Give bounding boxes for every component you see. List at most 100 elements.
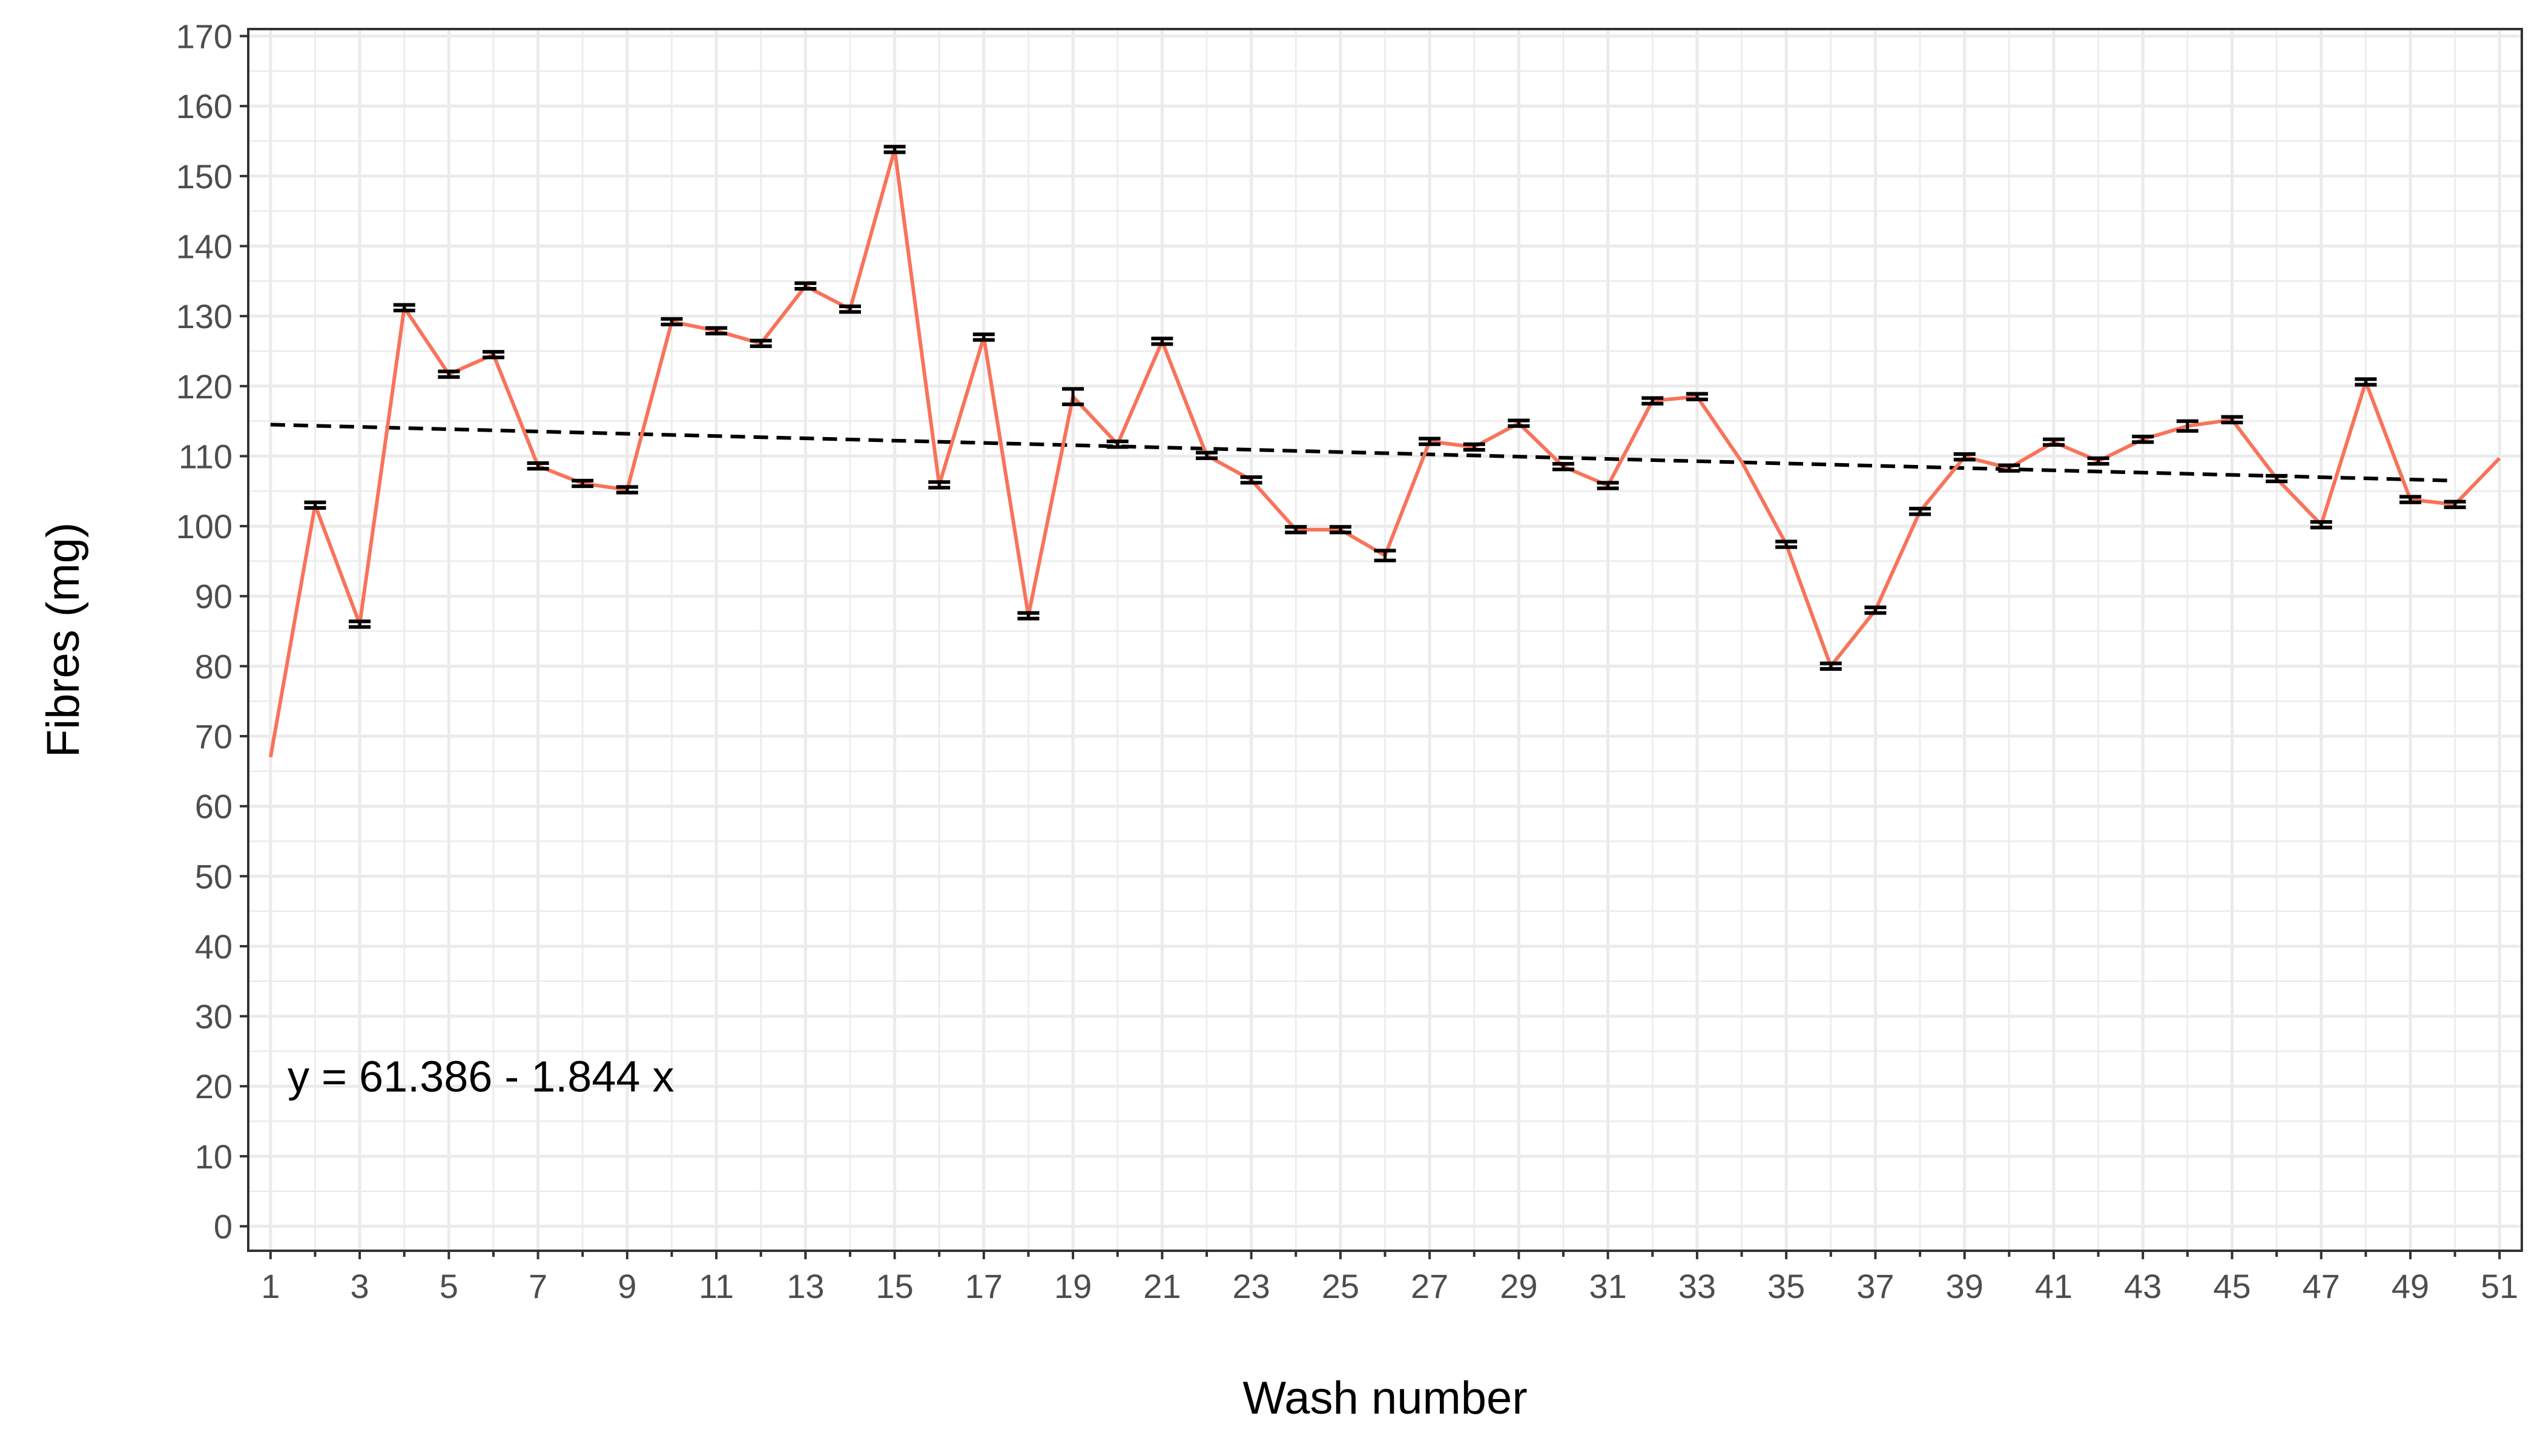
error-bar	[794, 281, 817, 291]
x-tick-label: 23	[1232, 1267, 1270, 1305]
error-bar	[1106, 440, 1129, 449]
y-tick-label: 130	[176, 297, 233, 335]
error-bar	[482, 350, 504, 360]
error-bar	[1240, 475, 1262, 485]
error-bar	[661, 317, 683, 327]
error-bar	[2355, 377, 2377, 387]
x-tick-label: 31	[1589, 1267, 1626, 1305]
error-bar	[1597, 481, 1619, 490]
y-axis-ticks: 0 10 20 30 40 50 60 70 80 90 100 110 120 130 140 150 160…	[176, 18, 248, 1246]
error-bar	[438, 369, 460, 379]
error-bar	[1909, 507, 1931, 516]
x-tick-label: 27	[1411, 1267, 1448, 1305]
error-bar	[1686, 392, 1708, 401]
x-tick-label: 13	[787, 1267, 824, 1305]
error-bar	[972, 332, 995, 342]
y-tick-label: 50	[195, 857, 233, 895]
x-tick-label: 45	[2213, 1267, 2251, 1305]
error-bar	[1508, 418, 1530, 428]
error-bar	[1953, 452, 1976, 462]
x-tick-label: 29	[1500, 1267, 1537, 1305]
error-bar	[2399, 495, 2421, 504]
x-tick-label: 41	[2035, 1267, 2073, 1305]
y-tick-label: 100	[176, 507, 233, 545]
x-tick-label: 33	[1678, 1267, 1716, 1305]
error-bar	[1151, 337, 1173, 346]
error-bar	[1374, 548, 1396, 562]
y-tick-label: 10	[195, 1138, 233, 1176]
x-tick-label: 47	[2303, 1267, 2340, 1305]
y-tick-label: 90	[195, 578, 233, 616]
error-bar	[839, 304, 861, 314]
error-bar	[2176, 419, 2198, 433]
error-bar	[1552, 462, 1575, 472]
x-tick-label: 1	[261, 1267, 280, 1305]
error-bar	[1819, 661, 1842, 671]
error-bar	[705, 326, 728, 336]
x-tick-label: 21	[1143, 1267, 1181, 1305]
x-tick-label: 9	[618, 1267, 636, 1305]
y-tick-label: 140	[176, 227, 233, 265]
x-tick-label: 5	[440, 1267, 458, 1305]
error-bar	[1864, 605, 1887, 615]
error-bar	[2132, 435, 2154, 444]
x-tick-label: 19	[1054, 1267, 1092, 1305]
y-axis-title: Fibres (mg)	[38, 522, 89, 757]
y-tick-label: 120	[176, 367, 233, 406]
error-bar	[2444, 499, 2466, 509]
x-axis-title: Wash number	[1242, 1372, 1527, 1424]
y-tick-label: 170	[176, 18, 233, 56]
error-bar	[572, 478, 594, 489]
error-bar	[1062, 387, 1084, 406]
error-layer	[304, 145, 2466, 671]
error-bar	[1195, 450, 1218, 460]
y-tick-label: 40	[195, 927, 233, 966]
error-bar	[616, 485, 638, 495]
y-tick-label: 70	[195, 717, 233, 756]
x-axis-ticks: 1 3 5 7 9 11 13 15 17 19 21 23 25 27 29 31 33 35 37 39 41 43 4…	[261, 1251, 2518, 1305]
error-bar	[1017, 611, 1040, 621]
y-tick-label: 80	[195, 647, 233, 685]
x-tick-label: 3	[350, 1267, 369, 1305]
error-bar	[393, 303, 415, 312]
y-tick-label: 20	[195, 1067, 233, 1105]
error-bar	[2087, 456, 2109, 466]
x-tick-label: 51	[2481, 1267, 2518, 1305]
error-bar	[2042, 437, 2065, 447]
grid-major	[248, 29, 2522, 1251]
error-bar	[2310, 520, 2332, 530]
error-bar	[2266, 473, 2288, 484]
error-bar	[928, 480, 951, 490]
error-bar	[1641, 396, 1664, 406]
error-bar	[1329, 525, 1351, 535]
x-tick-label: 25	[1322, 1267, 1359, 1305]
x-tick-label: 11	[699, 1267, 734, 1305]
x-tick-label: 49	[2392, 1267, 2429, 1305]
x-tick-label: 17	[965, 1267, 1003, 1305]
error-bar	[349, 619, 371, 629]
y-tick-label: 60	[195, 788, 233, 826]
x-tick-label: 37	[1856, 1267, 1894, 1305]
error-bar	[1775, 539, 1798, 549]
trend-line	[270, 423, 2455, 483]
error-bar	[304, 500, 326, 510]
x-tick-label: 35	[1767, 1267, 1805, 1305]
y-tick-label: 110	[179, 437, 233, 475]
y-tick-label: 0	[214, 1208, 233, 1246]
y-tick-label: 160	[176, 87, 233, 125]
error-bar	[883, 145, 906, 154]
x-tick-label: 43	[2124, 1267, 2162, 1305]
error-bar	[1285, 525, 1307, 535]
y-tick-label: 30	[195, 998, 233, 1036]
error-bar	[1998, 463, 2020, 473]
error-bar	[1463, 442, 1485, 452]
error-bar	[2221, 415, 2243, 424]
error-bar	[750, 338, 772, 348]
x-tick-label: 15	[876, 1267, 913, 1305]
trend-layer	[270, 423, 2455, 483]
y-tick-label: 150	[176, 157, 233, 196]
error-bar	[527, 461, 549, 471]
regression-equation: y = 61.386 - 1.844 x	[288, 1053, 674, 1101]
